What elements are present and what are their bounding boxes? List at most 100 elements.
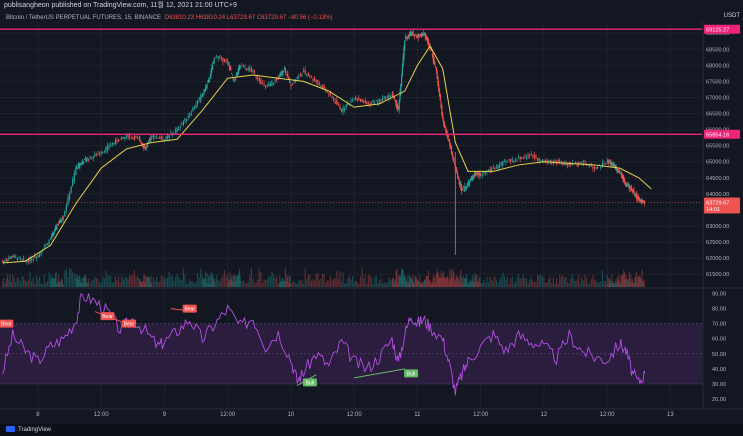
candle-body (76, 166, 78, 168)
volume-bar (383, 282, 385, 287)
brand-text[interactable]: TradingView (18, 427, 52, 433)
price-tick-label: 64500.00 (706, 176, 729, 182)
candle-body (289, 81, 291, 83)
candle-body (222, 57, 224, 62)
candle-body (463, 189, 465, 191)
volume-bar (642, 280, 644, 287)
candle-body (83, 162, 85, 164)
volume-bar (195, 282, 197, 287)
volume-bar (419, 283, 422, 287)
candle-body (508, 159, 510, 161)
candle-body (231, 73, 233, 74)
volume-bar (632, 283, 634, 287)
candle-body (185, 119, 188, 121)
candle-body (516, 159, 518, 161)
volume-bar (427, 276, 429, 287)
candle-body (206, 83, 208, 88)
volume-bar (31, 281, 33, 287)
volume-bar (314, 280, 316, 287)
volume-bar (61, 280, 64, 287)
candle-body (207, 81, 209, 83)
volume-bar (260, 272, 262, 287)
candle-body (83, 159, 86, 160)
candle-body (144, 146, 146, 148)
volume-bar (231, 281, 234, 287)
volume-bar (585, 277, 588, 287)
volume-bar (165, 278, 167, 287)
candle-body (312, 79, 314, 81)
candle-body (246, 69, 248, 71)
candle-body (19, 258, 22, 260)
candle-body (176, 128, 178, 133)
volume-bar (40, 283, 42, 287)
volume-bar (451, 275, 453, 287)
candle-body (450, 147, 452, 154)
volume-bar (457, 278, 460, 287)
candle-body (603, 163, 605, 165)
volume-bar (469, 278, 471, 287)
volume-bar (635, 271, 637, 287)
candle-body (570, 163, 572, 166)
candle-body (314, 78, 316, 82)
candle-body (237, 71, 239, 75)
candle-body (629, 187, 631, 189)
volume-bar (592, 275, 594, 287)
volume-bar (222, 275, 224, 287)
candle-body (593, 166, 596, 170)
volume-bar (421, 282, 423, 287)
price-tick-label: 63000.00 (706, 224, 729, 230)
volume-bar (54, 274, 56, 287)
candle-body (258, 77, 260, 82)
candle-body (8, 258, 10, 261)
volume-bar (235, 276, 237, 287)
volume-bar (151, 283, 153, 287)
volume-bar (89, 283, 91, 287)
volume-bar (401, 268, 403, 287)
candle-body (595, 167, 597, 168)
candle-body (4, 260, 6, 262)
candle-body (370, 102, 373, 104)
volume-bar (570, 278, 572, 287)
volume-bar (404, 277, 407, 287)
volume-bar (24, 280, 26, 287)
volume-bar (467, 283, 469, 287)
candle-body (124, 136, 126, 140)
volume-bar (396, 269, 398, 287)
volume-bar (291, 282, 294, 287)
volume-bar (87, 278, 90, 287)
candle-body (280, 73, 282, 77)
candle-body (68, 193, 71, 200)
candle-body (436, 72, 438, 79)
volume-bar (162, 275, 164, 287)
candle-body (438, 84, 440, 92)
candle-body (307, 72, 309, 77)
candle-body (232, 78, 234, 80)
candle-body (414, 35, 416, 37)
candle-body (421, 34, 423, 37)
volume-bar (234, 274, 236, 287)
volume-bar (402, 270, 404, 287)
candle-body (80, 163, 83, 165)
candle-body (298, 75, 300, 77)
candle-body (483, 171, 485, 173)
candle-body (80, 163, 82, 164)
volume-bar (479, 276, 481, 287)
candle-body (445, 129, 447, 132)
volume-bar (617, 279, 619, 287)
volume-bar (283, 281, 285, 287)
candle-body (87, 159, 90, 161)
price-tick-label: 68000.00 (706, 63, 729, 69)
volume-bar (279, 275, 281, 287)
volume-bar (347, 277, 349, 287)
candle-body (367, 103, 369, 104)
candle-body (76, 167, 79, 169)
level-price-tag (704, 129, 740, 139)
candle-body (600, 166, 602, 168)
volume-bar (600, 281, 602, 287)
candle-body (592, 167, 594, 169)
candle-body (94, 153, 96, 157)
volume-bar (80, 282, 82, 287)
candle-body (24, 260, 26, 262)
volume-bar (453, 282, 456, 287)
